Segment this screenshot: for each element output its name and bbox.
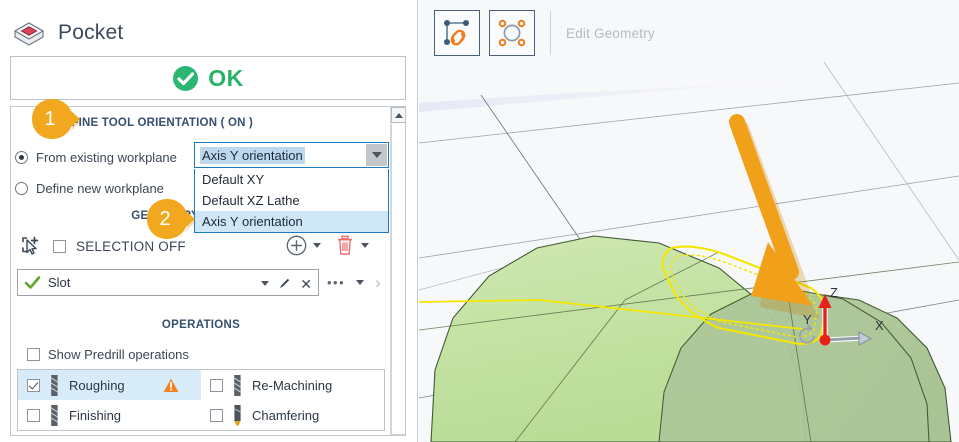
operation-re-machining[interactable]: Re-Machining bbox=[201, 370, 384, 400]
operation-re-machining-checkbox[interactable] bbox=[210, 378, 223, 392]
3d-scene: X Y Z bbox=[419, 61, 959, 442]
pocket-dialog-panel: Pocket OK DEFINE TOOL ORIENTATION ( ON )… bbox=[0, 0, 418, 442]
callout-badge-1: 1 bbox=[28, 96, 84, 142]
radio-from-existing-workplane-control[interactable] bbox=[15, 151, 28, 164]
radio-define-new-workplane-control[interactable] bbox=[15, 182, 28, 195]
panel-scrollbar[interactable] bbox=[390, 107, 405, 435]
panel-scroll-content: DEFINE TOOL ORIENTATION ( ON ) From exis… bbox=[11, 107, 391, 435]
workplane-select-dropdown[interactable]: Default XY Default XZ Lathe Axis Y orien… bbox=[194, 169, 389, 233]
ok-label: OK bbox=[208, 64, 244, 91]
slot-outer-controls: ••• › bbox=[327, 269, 381, 296]
operation-finishing-checkbox[interactable] bbox=[27, 408, 40, 422]
workplane-select-value: Axis Y orientation bbox=[200, 146, 305, 164]
pencil-icon[interactable] bbox=[278, 277, 291, 290]
close-icon[interactable]: ✕ bbox=[300, 275, 312, 292]
workplane-option-axis-y-orientation[interactable]: Axis Y orientation bbox=[195, 211, 388, 232]
table-row: Roughing bbox=[18, 370, 384, 400]
selection-actions bbox=[286, 235, 369, 256]
ellipsis-icon[interactable]: ••• bbox=[327, 275, 346, 290]
show-predrill-label: Show Predrill operations bbox=[48, 347, 189, 362]
operation-roughing-checkbox[interactable] bbox=[27, 378, 40, 392]
operation-finishing[interactable]: Finishing bbox=[18, 400, 201, 430]
operations-table: Roughing bbox=[17, 369, 385, 431]
delete-dropdown-caret[interactable] bbox=[361, 243, 369, 248]
green-check-icon bbox=[24, 276, 41, 289]
radio-from-existing-workplane-label: From existing workplane bbox=[36, 150, 177, 165]
slot-controls: ✕ bbox=[261, 270, 312, 297]
endmill-icon bbox=[233, 374, 241, 396]
ok-button[interactable]: OK bbox=[10, 56, 406, 100]
slot-dropdown-caret[interactable] bbox=[261, 281, 270, 286]
plus-circle-icon[interactable] bbox=[286, 235, 307, 256]
operation-roughing-label: Roughing bbox=[69, 377, 125, 393]
3d-viewport[interactable]: X Y Z bbox=[419, 0, 959, 442]
selection-off-label: SELECTION OFF bbox=[76, 238, 186, 254]
selection-row[interactable]: SELECTION OFF bbox=[19, 234, 186, 258]
radio-define-new-workplane-label: Define new workplane bbox=[36, 181, 164, 196]
warning-icon bbox=[163, 378, 179, 392]
pocket-icon bbox=[13, 22, 45, 46]
operation-finishing-label: Finishing bbox=[69, 407, 122, 423]
scroll-up-button[interactable] bbox=[391, 107, 405, 123]
show-predrill-checkbox[interactable] bbox=[27, 348, 40, 361]
callout-pointer-icon bbox=[147, 199, 196, 239]
link-geometry-button[interactable] bbox=[434, 10, 480, 56]
axis-label-x: X bbox=[875, 318, 884, 333]
axis-label-y: Y bbox=[803, 312, 812, 327]
operation-chamfering-label: Chamfering bbox=[252, 407, 320, 423]
slot-geometry-field[interactable]: Slot ✕ bbox=[17, 269, 319, 296]
radio-from-existing-workplane[interactable]: From existing workplane bbox=[15, 150, 177, 165]
add-dropdown-caret[interactable] bbox=[313, 243, 321, 248]
operation-re-machining-label: Re-Machining bbox=[252, 377, 333, 393]
trash-icon[interactable] bbox=[335, 235, 355, 256]
panel-title-row: Pocket bbox=[12, 18, 123, 48]
table-row: Finishing Chamfering bbox=[18, 400, 384, 430]
scrollbar-track[interactable] bbox=[391, 124, 405, 435]
select-cursor-add-icon[interactable] bbox=[19, 234, 43, 258]
selection-off-checkbox[interactable] bbox=[53, 239, 66, 253]
callout-badge-2: 2 bbox=[143, 196, 199, 242]
points-circle-button[interactable] bbox=[489, 10, 535, 56]
operation-chamfering-checkbox[interactable] bbox=[210, 408, 223, 422]
green-check-circle-icon bbox=[173, 65, 199, 91]
toolbar-divider bbox=[550, 11, 551, 55]
show-predrill-row[interactable]: Show Predrill operations bbox=[27, 347, 189, 362]
workplane-option-default-xy[interactable]: Default XY bbox=[202, 172, 265, 187]
viewport-toolbar: Edit Geometry bbox=[434, 10, 655, 56]
coordinate-axes bbox=[799, 294, 873, 346]
axis-label-z: Z bbox=[830, 285, 838, 300]
edit-geometry-button[interactable]: Edit Geometry bbox=[566, 25, 655, 41]
pointer-arrow bbox=[729, 114, 821, 319]
panel-scroll-area: DEFINE TOOL ORIENTATION ( ON ) From exis… bbox=[10, 106, 406, 436]
chevron-right-icon[interactable]: › bbox=[375, 273, 381, 292]
define-tool-orientation-label: DEFINE TOOL ORIENTATION ( ON ) bbox=[55, 116, 254, 129]
workplane-option-default-xz-lathe[interactable]: Default XZ Lathe bbox=[202, 193, 300, 208]
endmill-icon bbox=[50, 374, 58, 396]
slot-label: Slot bbox=[48, 275, 71, 290]
operation-chamfering[interactable]: Chamfering bbox=[201, 400, 384, 430]
operation-roughing[interactable]: Roughing bbox=[18, 370, 201, 400]
circle-with-corner-points-icon bbox=[498, 19, 526, 47]
chamfer-mill-icon bbox=[234, 404, 241, 425]
operations-header: OPERATIONS bbox=[161, 319, 241, 331]
endmill-icon bbox=[50, 404, 58, 426]
callout-pointer-icon bbox=[32, 99, 81, 139]
radio-define-new-workplane[interactable]: Define new workplane bbox=[15, 181, 164, 196]
slot-more-caret[interactable] bbox=[356, 280, 365, 285]
workplane-select[interactable]: Axis Y orientation bbox=[194, 142, 389, 168]
chain-link-square-icon bbox=[444, 20, 469, 46]
chevron-down-icon[interactable] bbox=[366, 144, 387, 166]
page-title: Pocket bbox=[58, 21, 124, 44]
